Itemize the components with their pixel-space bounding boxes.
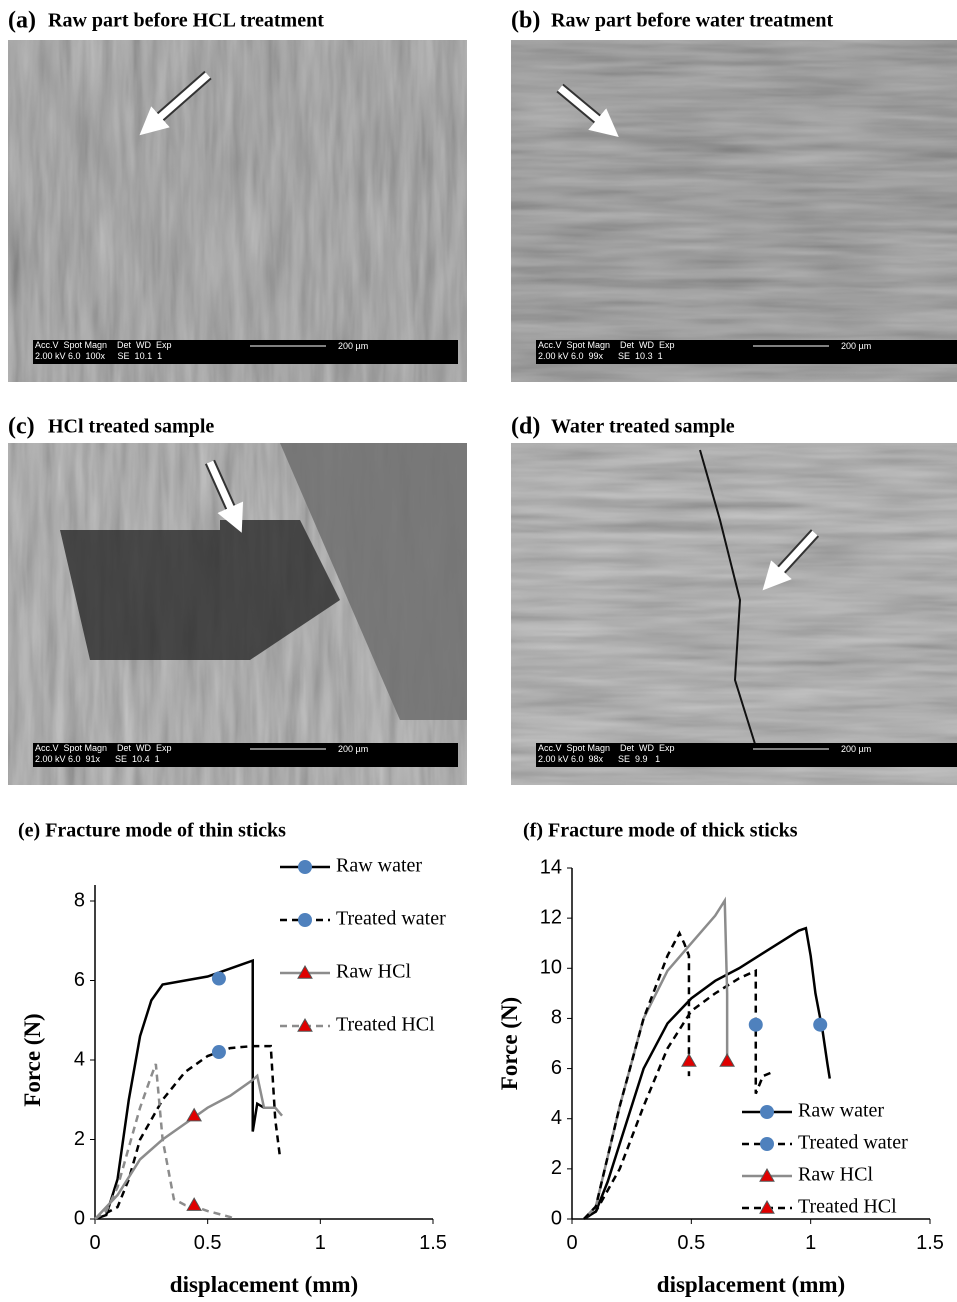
info-values: 2.00 kV 6.0 91x SE 10.4 1 [35,754,160,764]
x-axis-label: displacement (mm) [657,1272,845,1297]
x-tick-label: 0 [89,1232,100,1254]
marker [682,1054,696,1066]
marker [720,1054,734,1066]
sem-texture [8,40,467,382]
chart-title: (f) Fracture mode of thick sticks [523,820,798,842]
panel-label: (c) [8,414,35,440]
info-values: 2.00 kV 6.0 99x SE 10.3 1 [538,351,663,361]
marker [813,1018,827,1032]
legend-label: Treated HCl [336,1014,435,1036]
y-tick-label: 6 [74,969,85,991]
y-tick-label: 10 [540,957,562,979]
x-tick-label: 1 [315,1232,326,1254]
x-axis-label: displacement (mm) [170,1272,358,1297]
legend-label: Raw water [336,855,422,877]
y-tick-label: 0 [74,1207,85,1229]
chart-title: (e) Fracture mode of thin sticks [18,820,286,842]
panel-title: HCl treated sample [48,416,214,438]
marker [749,1018,763,1032]
marker [212,1045,226,1059]
panel-label: (d) [511,414,540,440]
panel-label: (a) [8,8,36,34]
marker [298,860,312,874]
x-tick-label: 1 [805,1232,816,1254]
charts: (e) Fracture mode of thin sticks 0 2 4 6 8 0 0.… [18,820,944,1297]
x-tick-label: 1.5 [419,1232,447,1254]
info-header: Acc.V Spot Magn Det WD Exp [538,743,675,753]
panel-title: Raw part before water treatment [551,10,833,32]
legend-label: Treated HCl [798,1196,897,1218]
x-tick-label: 0.5 [677,1232,705,1254]
legend-label: Raw HCl [336,961,411,983]
data-line [584,971,775,1219]
scale-label: 200 µm [841,744,871,754]
y-tick-label: 8 [551,1007,562,1029]
y-tick-label: 14 [540,856,562,878]
sem-texture [511,443,957,785]
legend-label: Treated water [798,1132,908,1154]
marker [212,972,226,986]
y-tick-label: 4 [551,1107,562,1129]
y-axis-label: Force (N) [20,1013,45,1106]
y-tick-label: 2 [551,1157,562,1179]
y-tick-label: 12 [540,906,562,928]
info-header: Acc.V Spot Magn Det WD Exp [35,743,172,753]
marker [760,1105,774,1119]
panel-label: (b) [511,8,540,34]
y-tick-label: 4 [74,1048,85,1070]
scale-label: 200 µm [841,341,871,351]
legend-label: Treated water [336,908,446,930]
data-line [584,928,830,1219]
y-tick-label: 2 [74,1128,85,1150]
marker [298,913,312,927]
y-tick-label: 0 [551,1207,562,1229]
x-tick-label: 0 [566,1232,577,1254]
sem-texture [511,40,957,382]
figure: (a) Raw part before HCL treatment Acc.V Sp… [0,0,957,1302]
x-tick-label: 0.5 [194,1232,222,1254]
marker [187,1198,201,1210]
panel-title: Water treated sample [551,416,735,438]
info-values: 2.00 kV 6.0 98x SE 9.9 1 [538,754,660,764]
y-tick-label: 6 [551,1057,562,1079]
scale-label: 200 µm [338,341,368,351]
y-tick-label: 8 [74,889,85,911]
data-line [584,933,689,1219]
x-tick-label: 1.5 [916,1232,944,1254]
y-axis-label: Force (N) [497,997,522,1090]
info-header: Acc.V Spot Magn Det WD Exp [538,340,675,350]
panel-title: Raw part before HCL treatment [48,10,324,32]
legend-label: Raw water [798,1100,884,1122]
scale-label: 200 µm [338,744,368,754]
info-values: 2.00 kV 6.0 100x SE 10.1 1 [35,351,162,361]
marker [760,1137,774,1151]
sem-panels: (a) Raw part before HCL treatment Acc.V Sp… [8,8,957,786]
legend-label: Raw HCl [798,1164,873,1186]
info-header: Acc.V Spot Magn Det WD Exp [35,340,172,350]
